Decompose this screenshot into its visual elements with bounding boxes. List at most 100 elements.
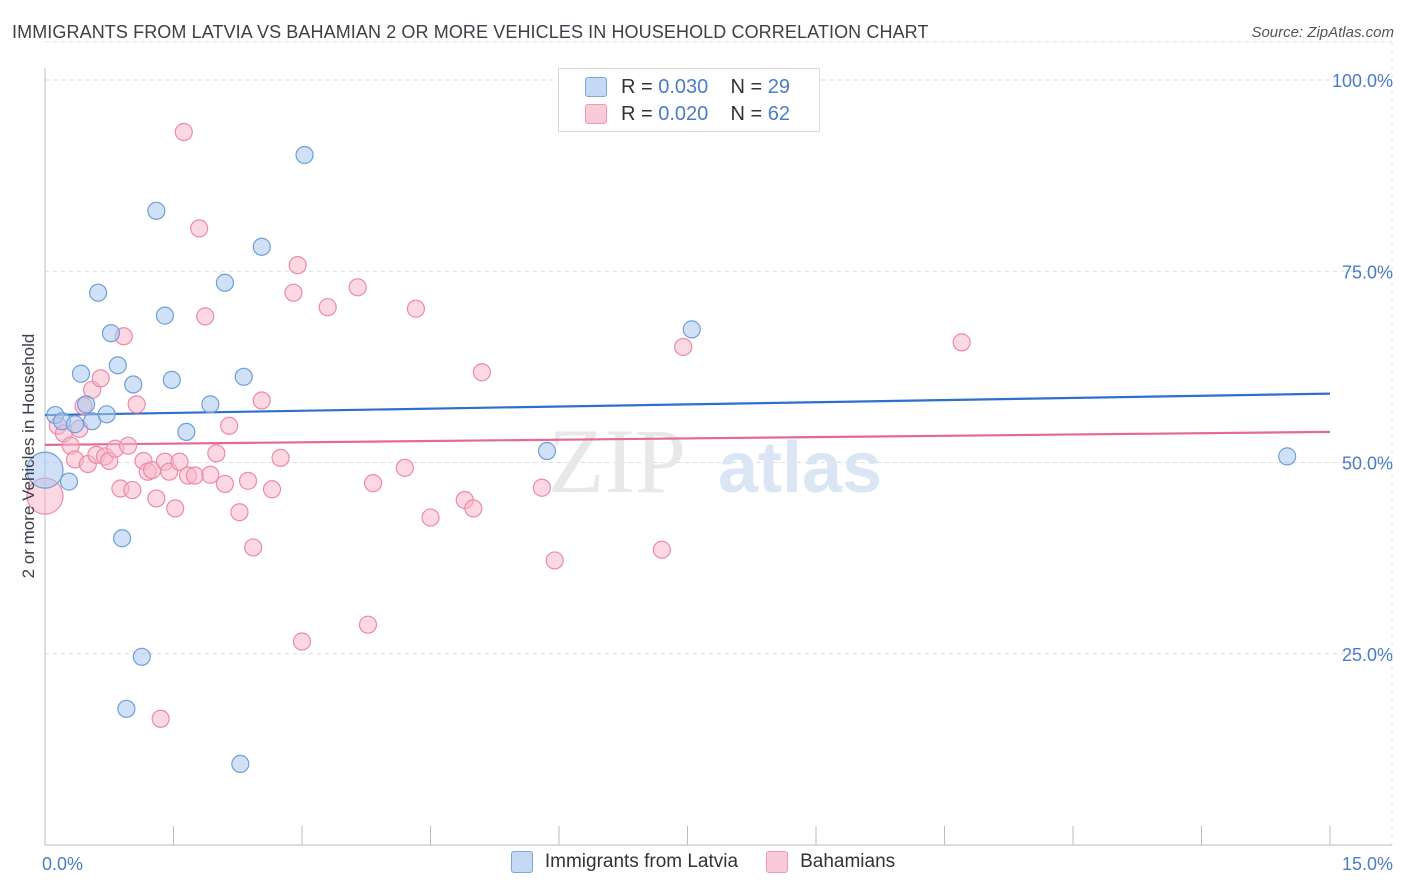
trend-line-latvia <box>44 392 1331 417</box>
bahamian-point <box>127 395 146 414</box>
y-tick-label: 25.0% <box>1342 645 1393 665</box>
series-legend-latvia[interactable]: Immigrants from Latvia <box>510 851 739 873</box>
latvia-point <box>682 320 701 339</box>
bahamian-point <box>348 278 367 297</box>
bahamian-point <box>147 489 166 508</box>
latvia-legend-label: Immigrants from Latvia <box>544 851 739 872</box>
latvia-point <box>231 754 250 774</box>
bahamian-point <box>318 298 337 317</box>
latvia-point <box>117 699 136 718</box>
bahamian-point <box>207 444 226 463</box>
series-legend: Immigrants from Latvia Bahamians <box>0 851 1406 873</box>
y-tick-label: 100.0% <box>1332 71 1393 91</box>
latvia-point <box>101 324 121 343</box>
y-axis-label: 2 or more Vehicles in Household <box>19 334 38 579</box>
bahamian-point <box>421 508 440 527</box>
bahamian-point <box>238 471 258 490</box>
latvia-point <box>65 415 85 434</box>
bahamian-legend-swatch <box>766 851 789 873</box>
latvia-point <box>112 529 132 548</box>
watermark-zip: ZIP <box>548 410 686 512</box>
bahamian-point <box>196 307 215 326</box>
bahamian-point <box>118 436 138 455</box>
data-points <box>26 122 1297 774</box>
watermark-atlas: atlas <box>718 428 882 508</box>
source-credit: Source: ZipAtlas.com <box>1251 24 1394 41</box>
y-tick-label: 50.0% <box>1342 454 1393 474</box>
latvia-point <box>71 364 91 383</box>
bahamian-point <box>215 474 234 494</box>
latvia-point <box>201 395 220 414</box>
bahamian-point <box>358 615 378 634</box>
latvia-point <box>147 201 166 220</box>
bahamian-point <box>220 416 239 435</box>
bahamian-swatch <box>585 104 607 124</box>
bahamian-point <box>271 448 290 468</box>
bahamian-point <box>201 465 220 484</box>
y-tick-label: 75.0% <box>1342 262 1393 282</box>
latvia-r-value: 0.030 <box>658 75 709 98</box>
series-legend-bahamians[interactable]: Bahamians <box>766 851 895 873</box>
bahamian-point <box>91 369 110 388</box>
bahamian-point <box>185 466 205 485</box>
latvia-point <box>177 422 196 441</box>
latvia-point <box>537 441 557 461</box>
latvia-point <box>234 367 253 386</box>
grid-lines <box>45 41 1393 845</box>
bahamian-n-value: 62 <box>767 102 791 125</box>
latvia-legend-swatch <box>510 851 533 873</box>
bahamian-point <box>284 283 303 302</box>
bahamian-r-value: 0.020 <box>658 102 709 125</box>
bahamian-point <box>151 709 170 728</box>
bahamian-point <box>174 122 193 142</box>
tick-labels: 25.0% 50.0% 75.0% 100.0% 0.0% 15.0% <box>42 71 1393 874</box>
correlation-legend: R = 0.030 N = 29 R = 0.020 N = 62 <box>558 68 820 132</box>
bahamian-point <box>230 503 249 522</box>
latvia-n-label: N = <box>730 75 763 98</box>
x-tick-label: 0.0% <box>42 854 83 874</box>
latvia-point <box>108 356 127 375</box>
bahamian-n-label: N = <box>730 102 763 125</box>
bahamian-point <box>652 540 671 559</box>
legend-row-latvia: R = 0.030 N = 29 <box>585 75 790 99</box>
bahamian-point <box>395 458 414 477</box>
bahamian-point <box>288 256 307 275</box>
latvia-point <box>162 370 181 389</box>
bahamian-point <box>292 632 312 651</box>
trend-line-bahamians <box>44 430 1331 447</box>
legend-row-bahamian: R = 0.020 N = 62 <box>585 102 790 126</box>
bahamian-legend-label: Bahamians <box>800 851 896 872</box>
latvia-n-value: 29 <box>767 75 791 98</box>
bahamian-point <box>190 219 209 238</box>
latvia-point <box>215 273 234 292</box>
latvia-r-label: R = <box>621 75 653 98</box>
latvia-point <box>132 647 151 666</box>
latvia-point <box>155 306 175 325</box>
bahamian-point <box>674 337 693 357</box>
latvia-point <box>89 283 108 302</box>
bahamian-point <box>406 299 426 318</box>
trend-lines <box>44 392 1331 447</box>
bahamian-point <box>952 333 971 352</box>
latvia-point <box>97 405 116 424</box>
bahamian-point <box>252 391 271 410</box>
bahamian-point <box>244 538 263 557</box>
latvia-point <box>124 375 143 394</box>
bahamian-point <box>262 480 282 499</box>
latvia-point <box>26 451 64 489</box>
chart-title: IMMIGRANTS FROM LATVIA VS BAHAMIAN 2 OR … <box>12 22 929 42</box>
latvia-point <box>77 395 96 414</box>
bahamian-point <box>166 499 185 518</box>
bahamian-r-label: R = <box>621 102 653 125</box>
latvia-point <box>83 412 102 431</box>
bahamian-point <box>123 480 142 500</box>
bahamian-point <box>170 452 189 471</box>
latvia-swatch <box>585 77 607 97</box>
latvia-point <box>252 237 271 256</box>
x-tick-label: 15.0% <box>1342 854 1393 874</box>
bahamian-point <box>464 499 483 518</box>
bahamian-point <box>472 363 491 382</box>
bahamian-point <box>532 478 551 497</box>
latvia-point <box>1278 447 1297 466</box>
